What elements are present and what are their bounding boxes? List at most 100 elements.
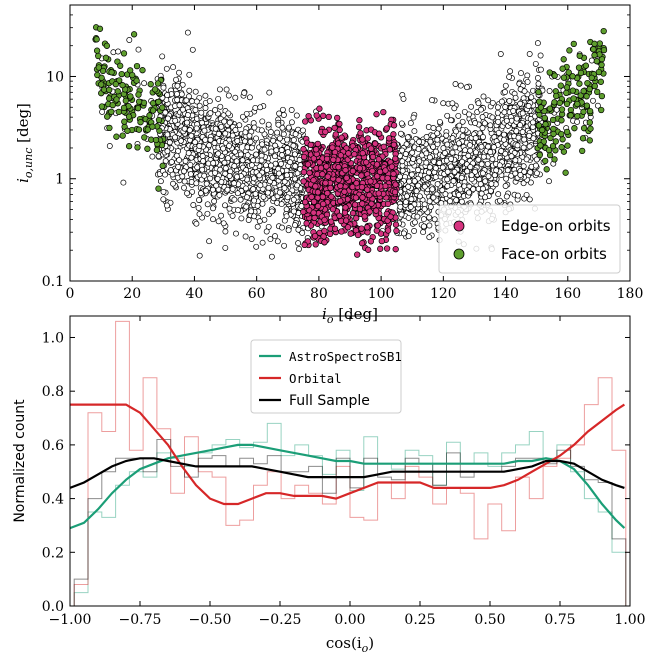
scatter-point bbox=[146, 112, 153, 119]
scatter-point bbox=[125, 143, 133, 150]
scatter-point bbox=[190, 202, 197, 208]
scatter-point bbox=[94, 71, 101, 79]
scatter-point bbox=[598, 61, 605, 69]
histogram-x-tick-label: −1.00 bbox=[49, 612, 92, 628]
scatter-point bbox=[137, 119, 144, 126]
scatter-point bbox=[558, 106, 566, 113]
scatter-point bbox=[196, 211, 203, 218]
scatter-point bbox=[302, 118, 309, 125]
scatter-x-tick-label: 120 bbox=[430, 286, 457, 302]
scatter-point bbox=[549, 142, 557, 150]
scatter-point bbox=[200, 158, 207, 165]
scatter-point bbox=[491, 172, 498, 179]
histogram-x-tick-label: −0.50 bbox=[189, 612, 232, 628]
scatter-point bbox=[196, 102, 203, 109]
scatter-point bbox=[108, 108, 115, 115]
scatter-point bbox=[387, 213, 394, 220]
scatter-point bbox=[501, 109, 508, 116]
histogram-x-axis-label: cos(io) bbox=[326, 634, 374, 655]
scatter-point bbox=[354, 251, 361, 258]
scatter-point bbox=[477, 181, 484, 188]
scatter-point bbox=[313, 112, 320, 119]
histogram-lines bbox=[69, 320, 627, 606]
scatter-point bbox=[294, 170, 301, 177]
scatter-x-tick-label: 180 bbox=[617, 286, 644, 302]
scatter-point bbox=[553, 92, 560, 100]
histogram-y-tick-label: 0.4 bbox=[42, 492, 64, 508]
scatter-point bbox=[113, 96, 120, 103]
scatter-point bbox=[430, 125, 437, 131]
scatter-point bbox=[153, 146, 161, 154]
scatter-point bbox=[342, 204, 349, 211]
scatter-point bbox=[399, 167, 406, 174]
scatter-point bbox=[183, 97, 190, 104]
scatter-point bbox=[359, 194, 366, 201]
scatter-point bbox=[110, 49, 117, 56]
histogram-y-tick-label: 0.2 bbox=[42, 545, 64, 561]
scatter-point bbox=[284, 136, 291, 143]
scatter-point bbox=[274, 129, 281, 136]
scatter-point bbox=[268, 253, 275, 260]
scatter-point bbox=[520, 144, 527, 151]
scatter-point bbox=[144, 145, 151, 152]
scatter-point bbox=[426, 198, 433, 205]
scatter-point bbox=[558, 117, 565, 124]
scatter-point bbox=[586, 107, 594, 115]
scatter-point bbox=[248, 208, 255, 215]
scatter-point bbox=[196, 143, 203, 149]
scatter-point bbox=[229, 212, 236, 219]
scatter-x-tick-label: 60 bbox=[248, 286, 266, 302]
scatter-point bbox=[405, 233, 412, 240]
scatter-point bbox=[98, 74, 105, 81]
scatter-point bbox=[594, 102, 601, 109]
scatter-point bbox=[337, 182, 344, 190]
scatter-point bbox=[239, 113, 246, 120]
legend-label-orbital: Orbital bbox=[289, 371, 342, 386]
scatter-point bbox=[290, 142, 297, 149]
scatter-x-tick-label: 40 bbox=[186, 286, 204, 302]
scatter-point bbox=[415, 182, 422, 189]
scatter-point bbox=[202, 92, 209, 99]
scatter-point bbox=[160, 84, 167, 91]
scatter-point bbox=[436, 118, 443, 125]
scatter-point bbox=[248, 236, 255, 242]
scatter-point bbox=[503, 193, 510, 200]
scatter-point bbox=[324, 190, 331, 197]
scatter-point bbox=[215, 150, 222, 157]
scatter-point bbox=[196, 197, 202, 203]
scatter-point bbox=[586, 85, 593, 93]
scatter-point bbox=[450, 178, 457, 185]
scatter-point bbox=[186, 71, 193, 78]
scatter-point bbox=[135, 91, 142, 98]
scatter-point bbox=[232, 127, 239, 133]
scatter-point bbox=[294, 182, 301, 189]
scatter-point bbox=[234, 190, 241, 197]
scatter-point bbox=[120, 104, 128, 112]
scatter-point bbox=[519, 129, 526, 135]
scatter-point bbox=[514, 142, 521, 149]
scatter-point bbox=[221, 159, 228, 166]
scatter-point bbox=[187, 161, 194, 168]
scatter-point bbox=[455, 140, 462, 147]
scatter-point bbox=[210, 216, 216, 223]
scatter-point bbox=[380, 143, 387, 150]
scatter-point bbox=[577, 69, 585, 77]
scatter-point bbox=[222, 202, 228, 209]
scatter-point bbox=[580, 87, 587, 95]
scatter-point bbox=[382, 167, 389, 174]
scatter-point bbox=[300, 127, 306, 134]
scatter-point bbox=[242, 185, 249, 192]
scatter-point bbox=[574, 100, 581, 108]
scatter-point bbox=[250, 157, 257, 164]
scatter-point bbox=[300, 178, 307, 185]
scatter-y-tick-label: 0.1 bbox=[42, 274, 64, 290]
scatter-point bbox=[579, 135, 587, 142]
scatter-point bbox=[377, 245, 384, 252]
scatter-point bbox=[420, 216, 427, 223]
scatter-point bbox=[288, 119, 295, 126]
scatter-point bbox=[495, 118, 502, 125]
scatter-point bbox=[403, 141, 410, 148]
scatter-point bbox=[276, 135, 283, 142]
scatter-point bbox=[512, 94, 519, 101]
